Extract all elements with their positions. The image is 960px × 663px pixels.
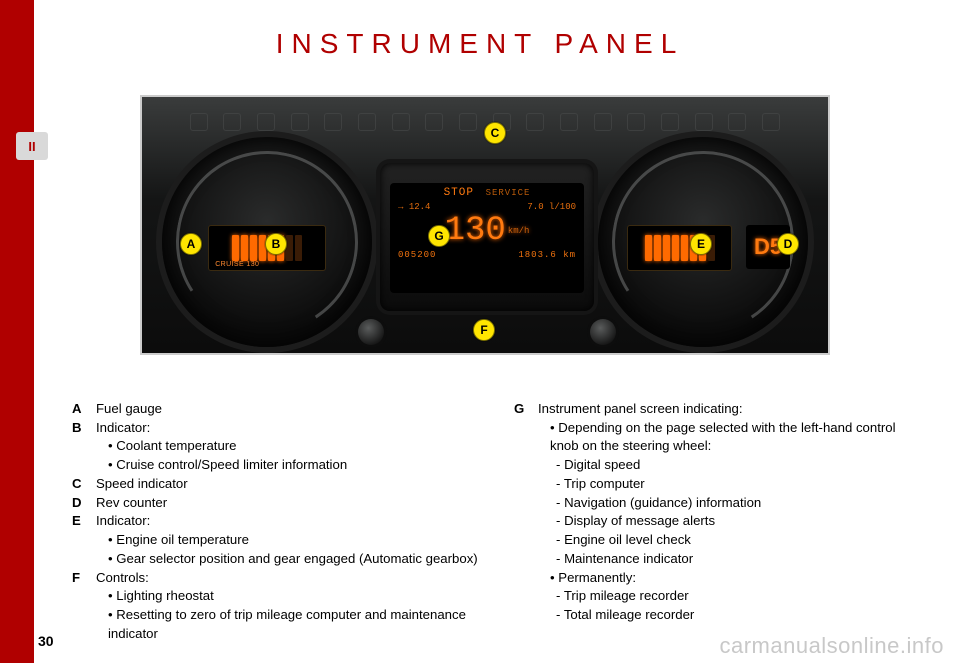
callout-a: A	[180, 233, 202, 255]
txt-g-s1-3: Display of message alerts	[538, 512, 920, 531]
center-panel: STOP SERVICE → 12.4 7.0 l/100 130km/h 00…	[380, 163, 594, 311]
total-mileage: 1803.6	[518, 250, 556, 260]
txt-g-s2-0: Trip mileage recorder	[538, 587, 920, 606]
txt-a: Fuel gauge	[96, 400, 478, 419]
txt-d: Rev counter	[96, 494, 478, 513]
txt-g-s1-0: Digital speed	[538, 456, 920, 475]
txt-g-s2-1: Total mileage recorder	[538, 606, 920, 625]
lbl-b: B	[72, 419, 96, 475]
trip-mileage: 005200	[398, 250, 436, 260]
txt-e-2: Gear selector position and gear engaged …	[96, 550, 478, 569]
page-number: 30	[38, 633, 54, 649]
txt-g-s1-4: Engine oil level check	[538, 531, 920, 550]
speed-unit: km/h	[508, 226, 530, 236]
txt-g-b2: Permanently:	[538, 569, 920, 588]
cruise-label: CRUISE	[215, 261, 244, 268]
left-accent-bar	[0, 0, 34, 663]
center-lcd: STOP SERVICE → 12.4 7.0 l/100 130km/h 00…	[390, 183, 584, 293]
txt-g-s1-5: Maintenance indicator	[538, 550, 920, 569]
lbl-f: F	[72, 569, 96, 644]
txt-b-2: Cruise control/Speed limiter information	[96, 456, 478, 475]
txt-b-1: Coolant temperature	[96, 437, 478, 456]
consumption: 7.0 l/100	[527, 202, 576, 212]
left-control-knob	[358, 319, 384, 345]
txt-f-1: Lighting rheostat	[96, 587, 478, 606]
txt-f-2: Resetting to zero of trip mileage comput…	[96, 606, 478, 643]
lbl-c: C	[72, 475, 96, 494]
speed-value: 130	[445, 212, 506, 250]
txt-e: Indicator:	[96, 512, 478, 531]
lbl-e: E	[72, 512, 96, 568]
total-unit: km	[563, 250, 576, 260]
lbl-d: D	[72, 494, 96, 513]
legend-right: G Instrument panel screen indicating: De…	[514, 400, 920, 644]
legend-columns: A Fuel gauge B Indicator: Coolant temper…	[72, 400, 920, 644]
lbl-a: A	[72, 400, 96, 419]
callout-g: G	[428, 225, 450, 247]
page-title: INSTRUMENT PANEL	[0, 28, 960, 60]
callout-b: B	[265, 233, 287, 255]
txt-c: Speed indicator	[96, 475, 478, 494]
legend-left: A Fuel gauge B Indicator: Coolant temper…	[72, 400, 478, 644]
txt-g-s1-1: Trip computer	[538, 475, 920, 494]
cruise-value: 130	[246, 261, 259, 268]
lbl-g: G	[514, 400, 538, 625]
txt-e-1: Engine oil temperature	[96, 531, 478, 550]
dashboard-image: CRUISE 130 D5 STOP SERVICE → 12.4 7.0 l/…	[140, 95, 830, 355]
txt-g-s1-2: Navigation (guidance) information	[538, 494, 920, 513]
right-control-knob	[590, 319, 616, 345]
txt-b: Indicator:	[96, 419, 478, 438]
callout-c: C	[484, 122, 506, 144]
callout-e: E	[690, 233, 712, 255]
callout-f: F	[473, 319, 495, 341]
right-dial-lcd	[627, 225, 732, 271]
txt-g: Instrument panel screen indicating:	[538, 400, 920, 419]
trip-a: → 12.4	[398, 202, 430, 212]
chapter-badge: II	[16, 132, 48, 160]
service-text: SERVICE	[486, 188, 531, 198]
txt-g-b1: Depending on the page selected with the …	[538, 419, 920, 456]
txt-f: Controls:	[96, 569, 478, 588]
callout-d: D	[777, 233, 799, 255]
stop-text: STOP	[444, 187, 474, 199]
